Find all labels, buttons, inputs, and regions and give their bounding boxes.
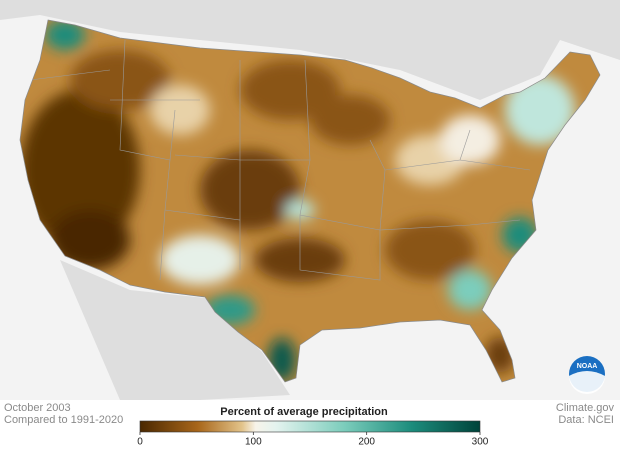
colorbar-tick-label: 0: [137, 437, 143, 448]
credit-data: Data: NCEI: [558, 414, 614, 426]
mexico: [60, 260, 290, 400]
canada: [0, 0, 620, 100]
colorbar: [139, 420, 481, 433]
caption-date: October 2003: [4, 402, 71, 414]
caption-baseline: Compared to 1991-2020: [4, 414, 123, 426]
us-outline: [19, 19, 601, 383]
legend-title: Percent of average precipitation: [220, 406, 388, 418]
noaa-logo: NOAA: [569, 356, 605, 394]
credit-source: Climate.gov: [556, 402, 615, 414]
logo-wave: [569, 371, 605, 394]
colorbar-tick-label: 300: [472, 437, 489, 448]
state-lines: [29, 39, 531, 281]
colorbar-ticks: 0 100 200 300: [137, 432, 489, 448]
colorbar-tick-label: 100: [245, 437, 262, 448]
logo-text: NOAA: [577, 363, 598, 370]
colorbar-tick-label: 200: [358, 437, 375, 448]
